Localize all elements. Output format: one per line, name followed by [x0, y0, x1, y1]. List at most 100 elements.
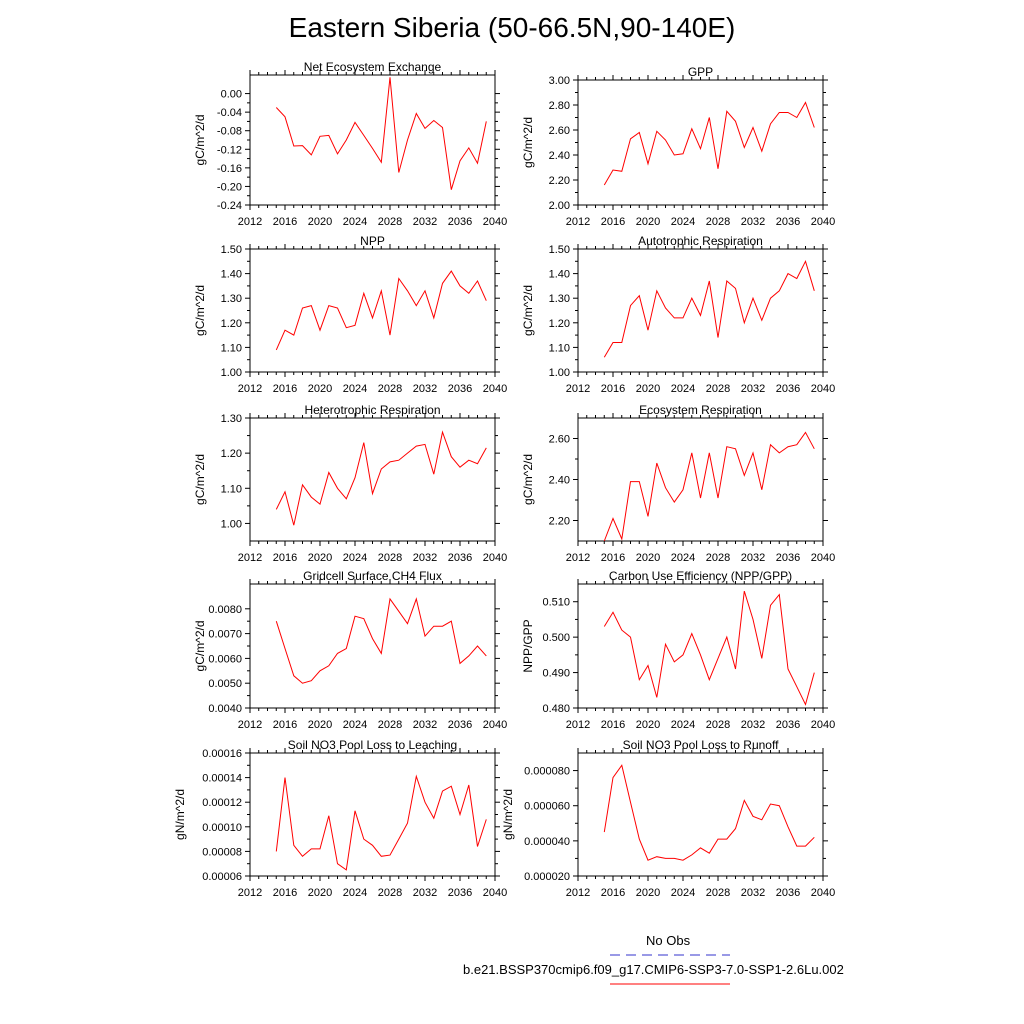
y-tick-label: 0.00010: [202, 822, 242, 834]
legend-label-run: b.e21.BSSP370cmip6.f09_g17.CMIP6-SSP3-7.…: [463, 962, 844, 977]
x-tick-label: 2020: [308, 216, 332, 228]
y-tick-label: -0.12: [217, 144, 242, 156]
x-tick-label: 2016: [601, 552, 625, 564]
y-tick-label: 2.60: [549, 434, 570, 446]
x-tick-label: 2012: [238, 552, 262, 564]
y-tick-label: 0.00014: [202, 773, 242, 785]
x-tick-label: 2036: [448, 719, 472, 731]
x-tick-label: 2036: [776, 552, 800, 564]
y-axis-label: gC/m^2/d: [521, 117, 535, 168]
panel-title: Net Ecosystem Exchange: [304, 60, 442, 74]
x-tick-label: 2028: [378, 552, 402, 564]
x-tick-label: 2040: [483, 552, 507, 564]
y-tick-label: 2.40: [549, 150, 570, 162]
x-tick-label: 2016: [601, 887, 625, 899]
y-tick-label: 1.20: [549, 318, 570, 330]
x-tick-label: 2024: [671, 383, 695, 395]
y-tick-label: 0.0040: [208, 703, 242, 715]
x-tick-label: 2036: [776, 887, 800, 899]
y-axis-label: gC/m^2/d: [521, 285, 535, 336]
y-tick-label: 0.0080: [208, 604, 242, 616]
x-tick-label: 2028: [378, 216, 402, 228]
panel-title: Autotrophic Respiration: [638, 234, 763, 248]
panel-2: GPP gC/m^2/d 2012 2016 2020 2024 2028 2032 2036 2…: [521, 65, 835, 228]
y-tick-label: 0.000060: [524, 801, 570, 813]
x-tick-label: 2016: [273, 719, 297, 731]
x-tick-label: 2040: [483, 383, 507, 395]
y-tick-label: 1.50: [549, 244, 570, 256]
y-tick-label: -0.08: [217, 126, 242, 138]
panel-title: Ecosystem Respiration: [639, 403, 762, 417]
x-tick-label: 2040: [483, 887, 507, 899]
x-tick-label: 2020: [636, 552, 660, 564]
x-tick-label: 2036: [776, 216, 800, 228]
x-tick-label: 2024: [671, 216, 695, 228]
x-tick-label: 2016: [601, 216, 625, 228]
y-tick-label: 0.0060: [208, 653, 242, 665]
x-tick-label: 2040: [483, 719, 507, 731]
x-tick-label: 2016: [601, 719, 625, 731]
x-tick-label: 2012: [566, 887, 590, 899]
panel-5: Heterotrophic Respiration gC/m^2/d 2012 201…: [193, 403, 507, 564]
x-tick-label: 2016: [273, 383, 297, 395]
y-tick-label: 2.80: [549, 100, 570, 112]
x-tick-label: 2040: [811, 383, 835, 395]
x-tick-label: 2020: [636, 216, 660, 228]
x-tick-label: 2028: [706, 887, 730, 899]
x-tick-label: 2020: [636, 383, 660, 395]
series-line: [275, 774, 487, 871]
y-axis-label: gC/m^2/d: [193, 285, 207, 336]
y-axis-label: gC/m^2/d: [193, 454, 207, 505]
x-tick-label: 2012: [566, 216, 590, 228]
x-tick-label: 2028: [706, 719, 730, 731]
y-tick-label: 0.0070: [208, 629, 242, 641]
x-tick-label: 2016: [601, 383, 625, 395]
panel-title: Carbon Use Efficiency (NPP/GPP): [609, 569, 792, 583]
series-line: [603, 259, 815, 358]
x-tick-label: 2020: [308, 383, 332, 395]
panel-7: Gridcell Surface CH4 Flux gC/m^2/d 2012 201…: [193, 569, 507, 731]
x-tick-label: 2024: [671, 719, 695, 731]
y-axis-label: gC/m^2/d: [193, 115, 207, 166]
x-tick-label: 2040: [811, 887, 835, 899]
y-tick-label: 2.20: [549, 175, 570, 187]
y-tick-label: 1.00: [221, 367, 242, 379]
y-axis-label: NPP/GPP: [521, 619, 535, 672]
x-tick-label: 2036: [448, 552, 472, 564]
x-tick-label: 2012: [238, 383, 262, 395]
x-tick-label: 2012: [566, 552, 590, 564]
x-tick-label: 2024: [343, 552, 367, 564]
x-tick-label: 2040: [483, 216, 507, 228]
x-tick-label: 2040: [811, 552, 835, 564]
y-tick-label: 2.00: [549, 200, 570, 212]
x-tick-label: 2024: [343, 719, 367, 731]
x-tick-label: 2028: [706, 216, 730, 228]
y-tick-label: 1.20: [221, 318, 242, 330]
x-tick-label: 2032: [741, 383, 765, 395]
y-tick-label: 1.10: [221, 483, 242, 495]
x-tick-label: 2032: [741, 887, 765, 899]
panel-frame: [249, 583, 496, 709]
x-tick-label: 2020: [308, 719, 332, 731]
series-line: [603, 101, 815, 186]
y-tick-label: 2.20: [549, 516, 570, 528]
x-tick-label: 2012: [566, 719, 590, 731]
panel-10: Soil NO3 Pool Loss to Runoff gN/m^2/d 2012…: [501, 738, 835, 899]
series-line: [275, 270, 487, 351]
x-tick-label: 2036: [448, 216, 472, 228]
y-tick-label: 0.00016: [202, 748, 242, 760]
panel-title: GPP: [688, 65, 713, 79]
x-tick-label: 2012: [238, 719, 262, 731]
x-tick-label: 2028: [378, 719, 402, 731]
legend-label-no-obs: No Obs: [646, 933, 691, 948]
y-tick-label: -0.20: [217, 181, 242, 193]
panel-6: Ecosystem Respiration gC/m^2/d 2012 2016 202…: [521, 403, 835, 564]
series-line: [603, 590, 815, 706]
y-tick-label: 1.10: [221, 342, 242, 354]
y-tick-label: 1.30: [221, 413, 242, 425]
x-tick-label: 2028: [706, 383, 730, 395]
x-tick-label: 2024: [671, 552, 695, 564]
y-tick-label: 2.40: [549, 475, 570, 487]
x-tick-label: 2032: [413, 719, 437, 731]
x-tick-label: 2024: [343, 216, 367, 228]
